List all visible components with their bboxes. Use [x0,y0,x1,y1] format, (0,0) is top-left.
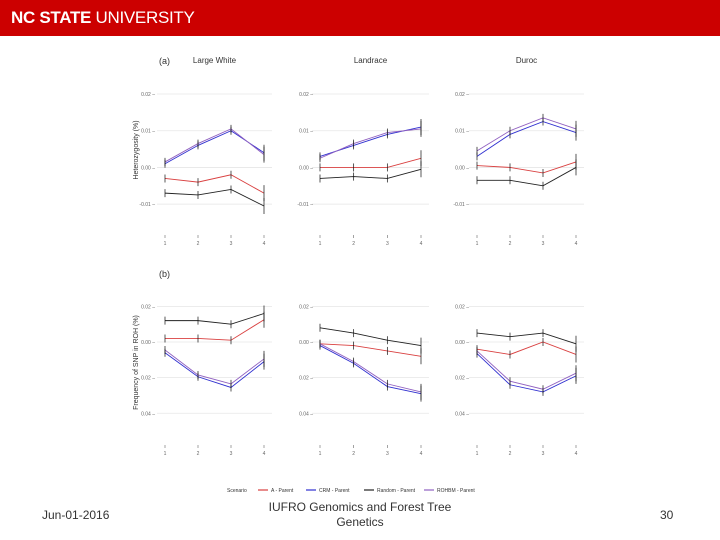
y-tick-label: 0.02 – [141,92,155,98]
x-tick-label: 2 [352,241,355,247]
series-line [164,128,265,163]
series-line [164,188,265,207]
panel-label: (b) [159,269,170,279]
series-line [476,332,577,345]
legend-entry-label: CRM - Parent [319,488,350,494]
facet-background [308,279,433,446]
footer-title-line1: IUFRO Genomics and Forest Tree [268,500,452,514]
facet-title: Large White [193,56,237,65]
series-line [165,313,265,325]
y-tick-label: 0.02 – [141,376,155,382]
x-tick-label: 4 [575,451,578,457]
brand-regular-text: UNIVERSITY [95,8,195,27]
page-number: 30 [660,508,674,522]
y-tick-label: 0.02 – [141,304,155,310]
y-tick-label: 0.02 – [299,92,313,98]
y-tick-label: 0.04 – [455,411,469,417]
facet-background [308,66,433,234]
facet-background [465,279,588,446]
y-tick-label: 0.00 – [299,165,313,171]
x-tick-label: 3 [386,451,389,457]
x-tick-label: 4 [420,241,423,247]
y-tick-label: 0.00 – [455,165,469,171]
header-bar: NC STATE UNIVERSITY [0,0,720,36]
series-line [319,168,422,179]
footer-title-line2: Genetics [336,515,384,529]
x-tick-label: 2 [509,451,512,457]
y-axis-title: Heterozygosity (%) [133,120,140,179]
series-line [319,327,422,347]
y-axis-title: Frequency of SNP in ROH (%) [133,315,140,410]
university-logo: NC STATE UNIVERSITY [11,8,195,28]
x-tick-label: 3 [386,241,389,247]
y-tick-label: 0.04 – [141,411,155,417]
footer-date: Jun-01-2016 [42,508,110,522]
series-line [319,345,422,395]
footer-title: IUFRO Genomics and Forest Tree Genetics [255,500,465,530]
x-tick-label: 2 [197,241,200,247]
facet-background [465,66,588,234]
facet-title: Duroc [516,56,537,65]
x-tick-label: 3 [542,241,545,247]
y-tick-label: 0.01 – [141,129,155,135]
y-tick-label: 0.00 – [455,340,469,346]
series-line [165,319,265,341]
y-tick-label: 0.02 – [299,376,313,382]
x-tick-label: 2 [352,451,355,457]
legend-title: Scenario [227,488,247,494]
y-tick-label: 0.00 – [299,340,313,346]
series-line [476,353,577,393]
series-line [476,350,577,390]
x-tick-label: 2 [509,241,512,247]
series-line [164,174,265,194]
x-tick-label: 4 [263,451,266,457]
y-tick-label: 0.04 – [299,411,313,417]
x-tick-label: 3 [230,241,233,247]
series-line [476,121,577,157]
series-line [476,161,577,174]
series-line [477,167,577,187]
x-tick-label: 1 [164,241,167,247]
series-line [319,343,422,357]
panel-label: (a) [159,56,170,66]
series-line [319,343,422,393]
legend-entry-label: Random - Parent [377,488,416,494]
series-line [164,349,265,385]
series-line [164,352,265,388]
facet-background [153,279,276,446]
y-tick-label: -0.01 – [139,202,155,208]
y-tick-label: 0.02 – [455,376,469,382]
facet-title: Landrace [354,56,388,65]
y-tick-label: 0.02 – [299,304,313,310]
x-tick-label: 1 [319,241,322,247]
y-tick-label: 0.02 – [455,92,469,98]
y-tick-label: 0.01 – [455,129,469,135]
x-tick-label: 1 [476,241,479,247]
x-tick-label: 4 [420,451,423,457]
x-tick-label: 3 [542,451,545,457]
x-tick-label: 3 [230,451,233,457]
y-tick-label: 0.00 – [141,340,155,346]
series-line [476,341,577,355]
x-tick-label: 2 [197,451,200,457]
y-tick-label: 0.01 – [299,129,313,135]
x-tick-label: 1 [476,451,479,457]
y-tick-label: 0.00 – [141,165,155,171]
x-tick-label: 1 [319,451,322,457]
y-tick-label: -0.01 – [297,202,313,208]
y-tick-label: -0.01 – [453,202,469,208]
series-line [319,128,422,159]
x-tick-label: 4 [263,241,266,247]
series-line [320,157,422,168]
brand-bold-text: NC STATE [11,8,92,27]
legend-entry-label: ROHBM - Parent [437,488,475,494]
legend-entry-label: A - Parent [271,488,294,494]
series-line [476,117,577,152]
x-tick-label: 4 [575,241,578,247]
y-tick-label: 0.02 – [455,304,469,310]
x-tick-label: 1 [164,451,167,457]
